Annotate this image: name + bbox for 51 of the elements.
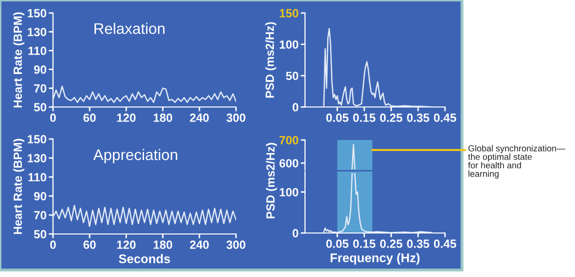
y-tick-label: 0 — [292, 103, 298, 112]
x-tick-label: 0.05 — [326, 114, 348, 122]
x-tick-label: 60 — [83, 240, 96, 249]
x-tick-label: 0.15 — [353, 114, 376, 122]
x-tick-label: 0.15 — [353, 240, 376, 248]
x-tick-label: 120 — [117, 114, 136, 122]
x-tick-label: 0.45 — [434, 114, 456, 122]
y-tick-label: 110 — [28, 46, 46, 55]
x-tick-label: 0 — [50, 114, 56, 122]
y-tick-label: 50 — [286, 72, 298, 80]
y-tick-label: 110 — [28, 173, 46, 182]
x-tick-label: 0.45 — [434, 240, 456, 248]
y-tick-label: 100 — [280, 188, 298, 196]
y-axis-title: PSD (ms2/Hz) — [266, 142, 277, 218]
y-tick-label: 50 — [34, 230, 46, 238]
y-axis-title: PSD (ms2/Hz) — [265, 22, 276, 98]
x-tick-label: 240 — [190, 114, 209, 122]
y-tick-label: 90 — [34, 192, 46, 200]
y-axis-title: Heart Rate (BPM) — [13, 12, 24, 108]
y-tick-label: 70 — [34, 211, 46, 220]
y-tick-label: 150 — [280, 9, 298, 18]
y-tick-label: 700 — [280, 136, 298, 144]
x-tick-label: 0.35 — [407, 114, 430, 122]
text: Appreciation — [93, 148, 178, 164]
x-axis-title: Seconds — [118, 254, 170, 264]
x-tick-label: 0.35 — [407, 240, 430, 248]
text: Global synchronization— the optimal state for health and learning — [468, 145, 566, 179]
y-tick-label: 0 — [292, 229, 298, 238]
x-tick-label: 0 — [50, 240, 56, 249]
x-tick-label: 180 — [154, 240, 172, 249]
x-tick-label: 300 — [226, 240, 246, 249]
x-tick-label: 0.25 — [380, 114, 402, 122]
y-tick-label: 90 — [34, 65, 46, 74]
y-tick-label: 130 — [28, 154, 46, 162]
x-tick-label: 300 — [226, 114, 246, 122]
y-tick-label: 130 — [28, 28, 46, 36]
y-tick-label: 70 — [34, 84, 46, 93]
x-tick-label: 0.25 — [380, 240, 402, 248]
x-tick-label: 60 — [83, 114, 96, 122]
text: Relaxation — [94, 22, 164, 34]
x-tick-label: 0.05 — [326, 240, 348, 248]
y-tick-label: 150 — [28, 9, 46, 18]
y-axis-title: Heart Rate (BPM) — [13, 138, 24, 234]
x-tick-label: 180 — [154, 114, 172, 122]
y-tick-label: 100 — [280, 40, 298, 49]
y-tick-label: 600 — [279, 159, 298, 168]
x-axis-title: Frequency (Hz) — [330, 253, 420, 265]
x-tick-label: 240 — [190, 240, 209, 249]
x-tick-label: 120 — [117, 240, 136, 249]
y-tick-label: 50 — [34, 103, 46, 112]
y-tick-label: 150 — [28, 135, 46, 144]
